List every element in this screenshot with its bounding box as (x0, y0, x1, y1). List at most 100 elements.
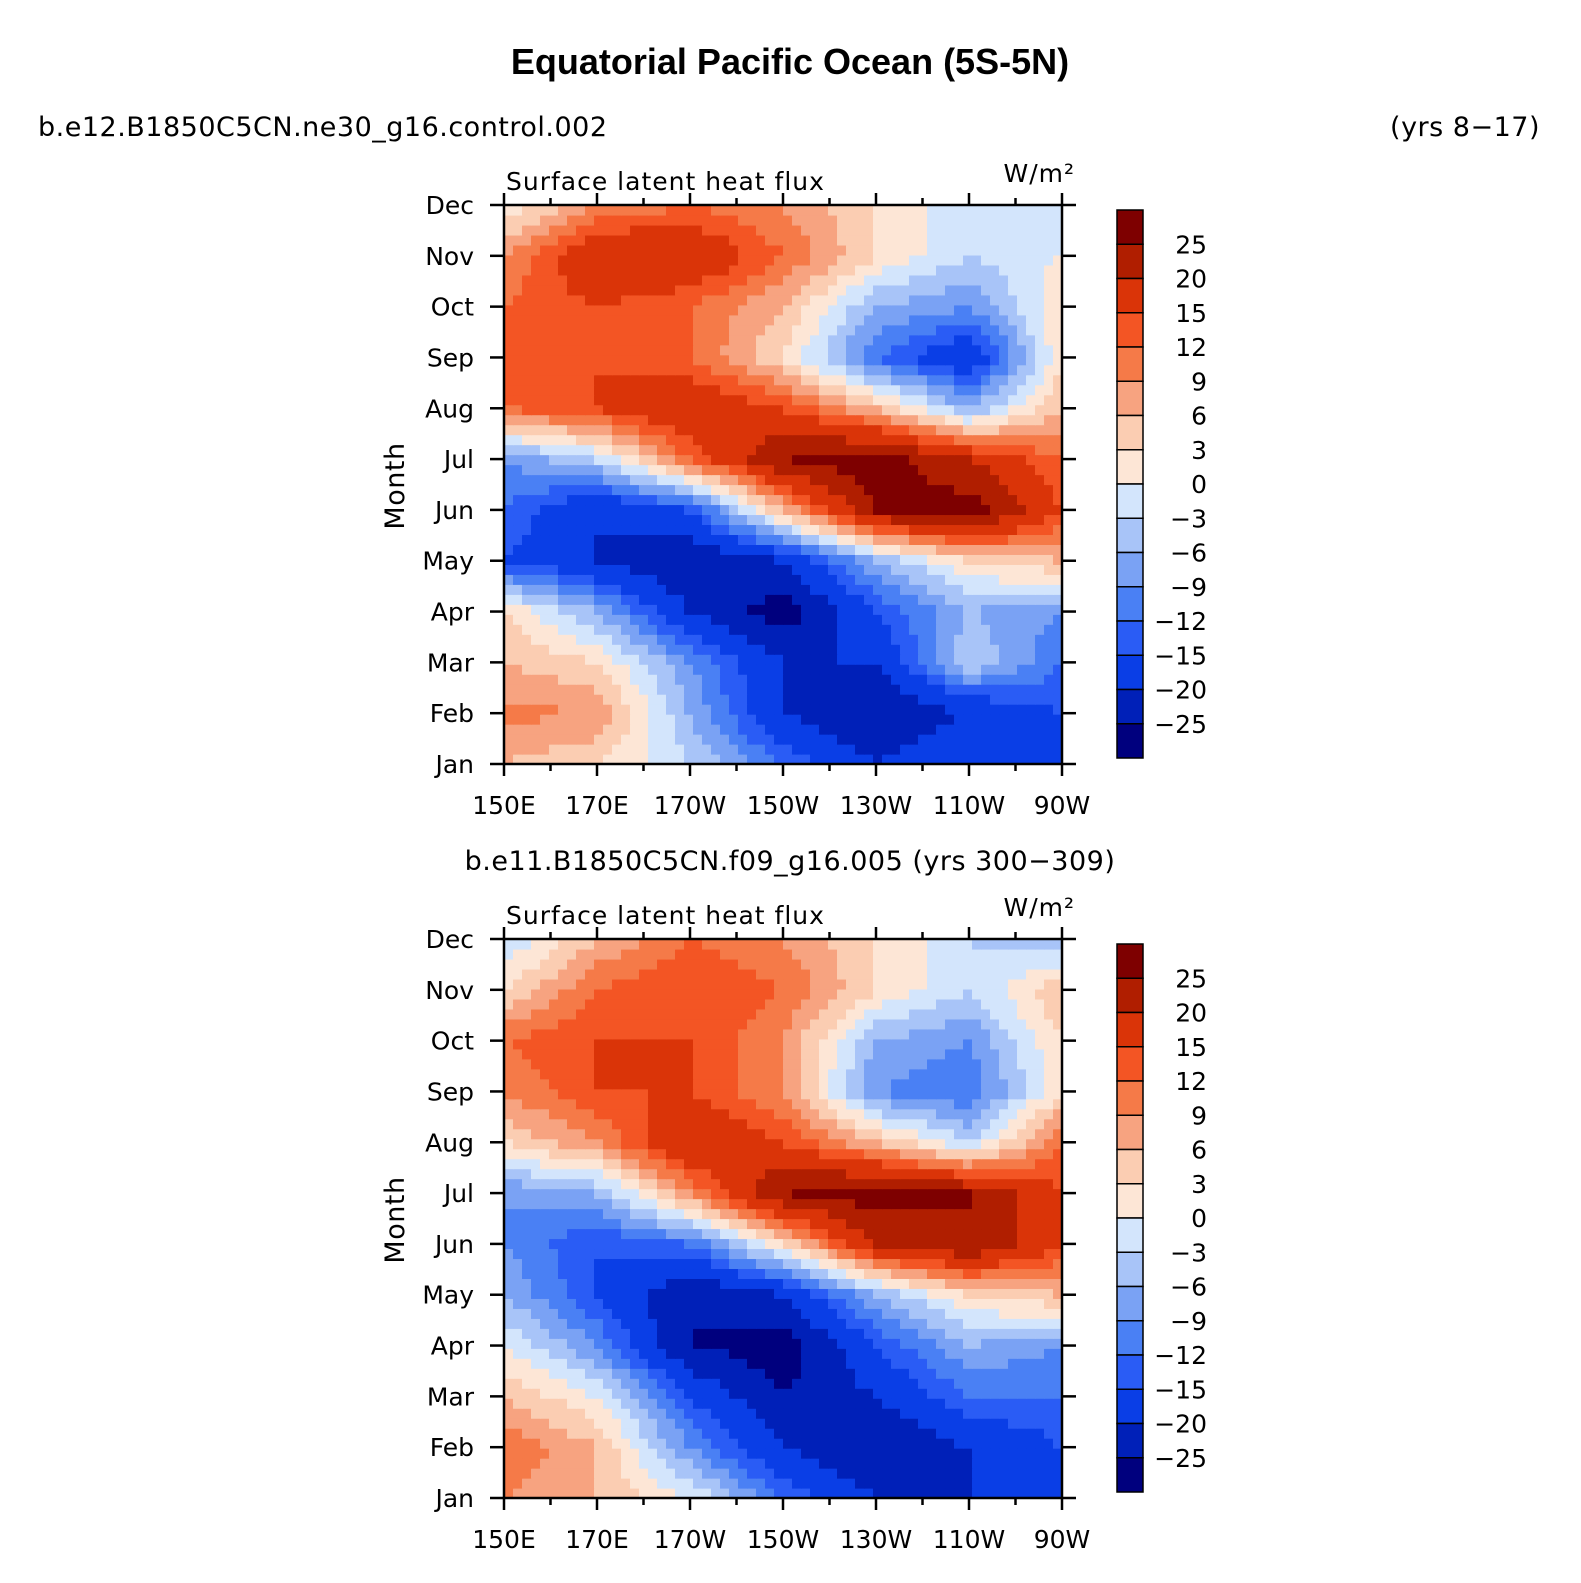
heatmap-cell (531, 494, 541, 506)
heatmap-cell (549, 1438, 559, 1449)
heatmap-cell (945, 1338, 955, 1349)
heatmap-cell (666, 544, 676, 555)
heatmap-cell (1053, 264, 1063, 276)
heatmap-cell (594, 354, 604, 366)
heatmap-cell (666, 1418, 676, 1429)
heatmap-cell (945, 354, 955, 366)
heatmap-cell (1035, 214, 1045, 226)
heatmap-cell (603, 224, 613, 236)
heatmap-cell (990, 274, 1000, 286)
heatmap-cell (846, 324, 856, 336)
heatmap-cell (846, 1488, 856, 1499)
heatmap-cell (657, 284, 667, 296)
heatmap-cell (981, 344, 991, 356)
heatmap-cell (657, 554, 667, 565)
heatmap-cell (585, 444, 595, 456)
heatmap-cell (774, 604, 784, 615)
heatmap-cell (558, 1298, 568, 1309)
heatmap-cell (882, 474, 892, 486)
heatmap-cell (855, 584, 865, 595)
heatmap-cell (810, 344, 820, 356)
heatmap-cell (693, 524, 703, 536)
heatmap-cell (783, 1348, 793, 1359)
heatmap-cell (918, 244, 928, 256)
heatmap-cell (864, 1338, 874, 1349)
heatmap-cell (513, 634, 523, 645)
heatmap-cell (675, 464, 685, 476)
heatmap-cell (990, 384, 1000, 396)
heatmap-cell (702, 224, 712, 236)
heatmap-cell (657, 1318, 667, 1329)
heatmap-cell (954, 264, 964, 276)
heatmap-cell (666, 604, 676, 615)
heatmap-cell (693, 1488, 703, 1499)
heatmap-cell (999, 544, 1009, 555)
heatmap-cell (513, 1448, 523, 1459)
heatmap-cell (909, 1398, 919, 1409)
heatmap-cell (657, 205, 667, 216)
heatmap-cell (711, 1278, 721, 1289)
heatmap-cell (711, 244, 721, 256)
heatmap-cell (918, 644, 928, 655)
heatmap-cell (954, 454, 964, 466)
heatmap-cell (675, 224, 685, 236)
heatmap-cell (702, 364, 712, 376)
heatmap-cell (531, 205, 541, 216)
heatmap-cell (990, 234, 1000, 246)
heatmap-cell (504, 244, 514, 256)
heatmap-cell (657, 1308, 667, 1319)
heatmap-cell (729, 1398, 739, 1409)
heatmap-cell (1035, 244, 1045, 256)
heatmap-cell (792, 1448, 802, 1459)
heatmap-cell (657, 534, 667, 545)
y-tick-label: Sep (427, 343, 474, 372)
heatmap-cell (846, 1408, 856, 1419)
heatmap-cell (1044, 684, 1054, 695)
heatmap-cell (963, 244, 973, 256)
heatmap-cell (747, 244, 757, 256)
heatmap-cell (666, 644, 676, 655)
heatmap-cell (621, 464, 631, 476)
heatmap-cell (783, 604, 793, 615)
heatmap-cell (585, 244, 595, 256)
heatmap-cell (891, 274, 901, 286)
heatmap-cell (567, 1428, 577, 1439)
heatmap-cell (630, 205, 640, 216)
heatmap-cell (693, 454, 703, 466)
heatmap-cell (693, 364, 703, 376)
heatmap-cell (801, 594, 811, 605)
heatmap-cell (900, 634, 910, 645)
heatmap-cell (720, 1428, 730, 1439)
heatmap-cell (666, 1398, 676, 1409)
heatmap-cell (657, 1268, 667, 1279)
heatmap-cell (963, 1318, 973, 1329)
heatmap-cell (747, 694, 757, 705)
heatmap-cell (819, 424, 829, 436)
heatmap-cell (576, 354, 586, 366)
heatmap-cell (540, 1468, 550, 1479)
heatmap-cell (954, 1418, 964, 1429)
heatmap-cell (1008, 1308, 1018, 1319)
heatmap-cell (873, 514, 883, 526)
heatmap-cell (810, 1468, 820, 1479)
heatmap-cell (990, 254, 1000, 266)
heatmap-cell (1035, 1348, 1045, 1359)
heatmap-cell (612, 1478, 622, 1489)
heatmap-cell (963, 464, 973, 476)
panel-1-axes: 150E 170E 170W 150W 130W 110W 90WJanFebMarAprM… (422, 191, 1090, 820)
heatmap-cell (549, 744, 559, 755)
heatmap-cell (702, 434, 712, 446)
heatmap-cell (720, 644, 730, 655)
heatmap-cell (612, 324, 622, 336)
heatmap-cell (891, 254, 901, 266)
heatmap-cell (909, 1328, 919, 1339)
heatmap-cell (990, 1488, 1000, 1499)
heatmap-cell (1026, 314, 1036, 326)
heatmap-cell (675, 744, 685, 755)
heatmap-cell (576, 444, 586, 456)
heatmap-cell (837, 1458, 847, 1469)
heatmap-cell (648, 254, 658, 266)
heatmap-cell (1053, 1448, 1063, 1459)
heatmap-cell (504, 254, 514, 266)
heatmap-cell (819, 474, 829, 486)
